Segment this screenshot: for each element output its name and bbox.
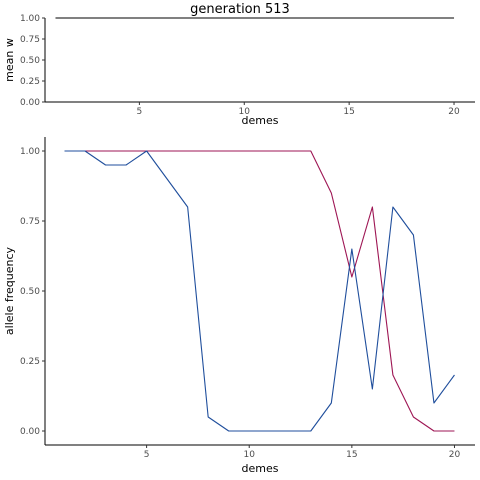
top-x-tick-label: 20 [448, 107, 460, 117]
top-y-tick-label: 0.25 [20, 77, 40, 87]
bottom-series-line-2 [64, 150, 455, 432]
top-x-tick-label: 15 [343, 107, 354, 117]
bottom-series-line-1 [64, 150, 455, 432]
bottom-y-tick-label: 0.50 [20, 287, 40, 297]
bottom-y-axis-title: allele frequency [3, 246, 16, 335]
bottom-panel: 0.00 0.25 0.50 0.75 1.00 5 10 15 20 demes allele f… [3, 137, 475, 475]
bottom-x-tick-label: 10 [243, 450, 255, 460]
top-y-tick-label: 0.75 [20, 35, 40, 45]
bottom-y-tick-label: 1.00 [20, 147, 40, 157]
bottom-y-tick-label: 0.25 [20, 357, 40, 367]
plot-title: generation 513 [190, 2, 290, 17]
top-panel: 0.00 0.25 0.50 0.75 1.00 5 10 15 20 demes mean w [3, 14, 475, 127]
bottom-y-tick-label: 0.00 [20, 427, 40, 437]
top-y-tick-label: 1.00 [20, 14, 40, 24]
bottom-x-tick-label: 20 [449, 450, 461, 460]
bottom-x-tick-label: 15 [346, 450, 357, 460]
bottom-x-axis-title: demes [242, 462, 279, 475]
bottom-y-tick-label: 0.75 [20, 217, 40, 227]
top-x-tick-label: 5 [137, 107, 143, 117]
top-y-axis-title: mean w [3, 38, 16, 82]
top-y-tick-label: 0.50 [20, 56, 40, 66]
bottom-x-tick-label: 5 [144, 450, 150, 460]
top-x-axis-title: demes [242, 114, 279, 127]
top-x-tick-label: 10 [239, 107, 251, 117]
top-y-tick-label: 0.00 [20, 98, 40, 108]
